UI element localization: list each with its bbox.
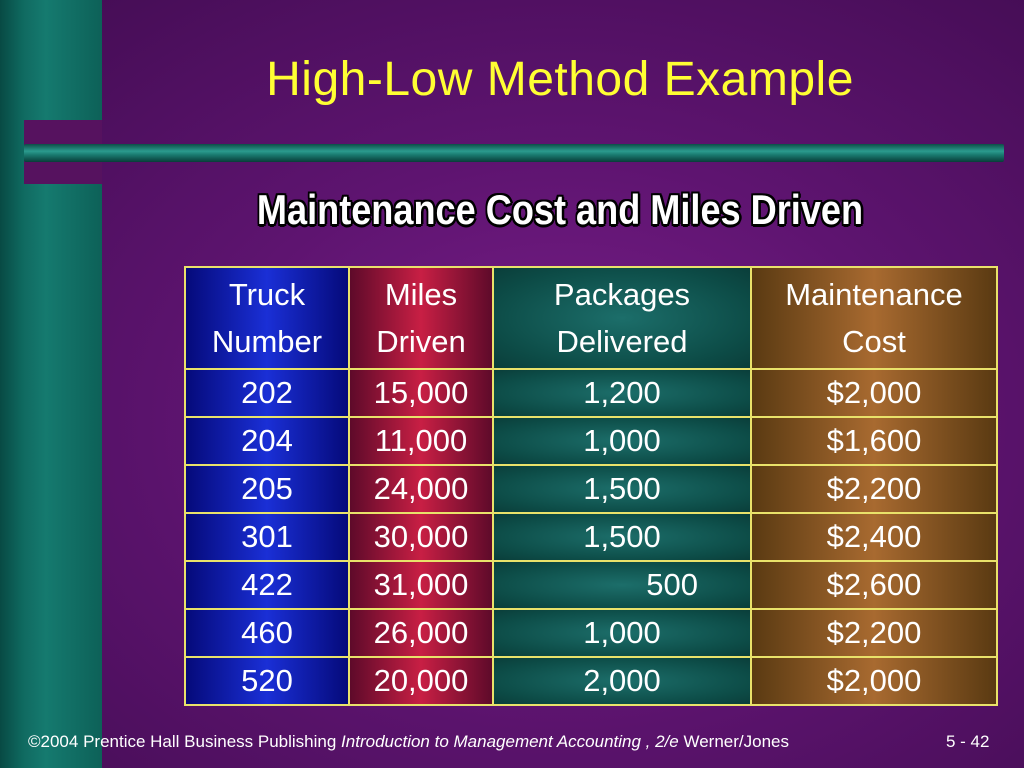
maintenance-cost-cell: $2,000 — [750, 368, 998, 418]
slide-title: High-Low Method Example — [266, 53, 854, 106]
maintenance-cost-cell: $2,400 — [750, 512, 998, 562]
header-maintenance-cost: Maintenance Cost — [750, 266, 998, 370]
maintenance-cost-cell: $2,000 — [750, 656, 998, 706]
table-row: 520 20,000 2,000 $2,000 — [184, 656, 998, 706]
maintenance-cost-cell: $2,200 — [750, 608, 998, 658]
footer-credits: ©2004 Prentice Hall Business Publishing … — [28, 732, 789, 752]
table-row: 460 26,000 1,000 $2,200 — [184, 608, 998, 658]
packages-delivered-cell: 1,500 — [492, 512, 752, 562]
truck-number-cell: 204 — [184, 416, 350, 466]
table-header-row: Truck Number Miles Driven Packages Delivere… — [184, 266, 998, 370]
header-packages-delivered: Packages Delivered — [492, 266, 752, 370]
table-row: 205 24,000 1,500 $2,200 — [184, 464, 998, 514]
packages-delivered-cell: 1,000 — [492, 416, 752, 466]
packages-delivered-cell: 500 — [492, 560, 752, 610]
footer-book-title: Introduction to Management Accounting , … — [341, 732, 679, 751]
footer-authors: Werner/Jones — [683, 732, 789, 751]
maintenance-cost-cell: $1,600 — [750, 416, 998, 466]
header-truck-number: Truck Number — [184, 266, 350, 370]
title-divider-bar — [24, 144, 1004, 162]
truck-number-cell: 460 — [184, 608, 350, 658]
maintenance-data-table: Truck Number Miles Driven Packages Delivere… — [184, 266, 998, 706]
maintenance-cost-cell: $2,200 — [750, 464, 998, 514]
footer-copyright: ©2004 Prentice Hall Business Publishing — [28, 732, 337, 751]
table-row: 422 31,000 500 $2,600 — [184, 560, 998, 610]
miles-driven-cell: 31,000 — [348, 560, 494, 610]
truck-number-cell: 301 — [184, 512, 350, 562]
header-miles-driven: Miles Driven — [348, 266, 494, 370]
miles-driven-cell: 30,000 — [348, 512, 494, 562]
miles-driven-cell: 11,000 — [348, 416, 494, 466]
table-title: Maintenance Cost and Miles Driven — [256, 186, 864, 233]
table-row: 202 15,000 1,200 $2,000 — [184, 368, 998, 418]
truck-number-cell: 520 — [184, 656, 350, 706]
miles-driven-cell: 15,000 — [348, 368, 494, 418]
table-row: 204 11,000 1,000 $1,600 — [184, 416, 998, 466]
slide-page-number: 5 - 42 — [946, 732, 990, 751]
table-row: 301 30,000 1,500 $2,400 — [184, 512, 998, 562]
miles-driven-cell: 20,000 — [348, 656, 494, 706]
miles-driven-cell: 24,000 — [348, 464, 494, 514]
truck-number-cell: 205 — [184, 464, 350, 514]
packages-delivered-cell: 1,500 — [492, 464, 752, 514]
left-accent-shadow — [0, 0, 24, 768]
packages-delivered-cell: 2,000 — [492, 656, 752, 706]
truck-number-cell: 422 — [184, 560, 350, 610]
truck-number-cell: 202 — [184, 368, 350, 418]
maintenance-cost-cell: $2,600 — [750, 560, 998, 610]
miles-driven-cell: 26,000 — [348, 608, 494, 658]
packages-delivered-cell: 1,000 — [492, 608, 752, 658]
packages-delivered-cell: 1,200 — [492, 368, 752, 418]
